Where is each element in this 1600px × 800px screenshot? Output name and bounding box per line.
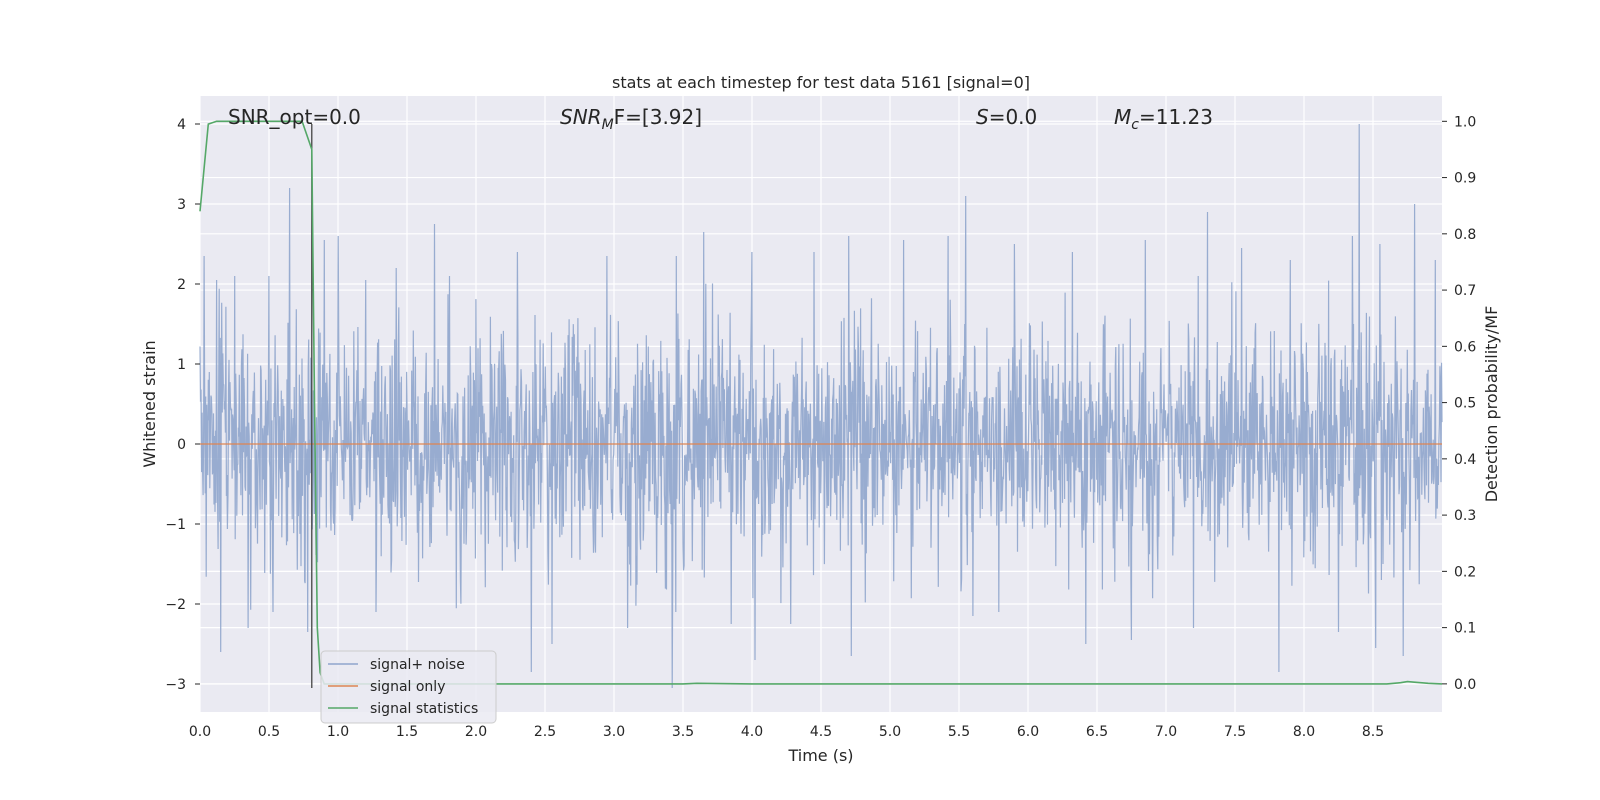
y-tick-label: −3 — [165, 677, 186, 693]
annotation-s-base: S — [976, 105, 989, 129]
x-tick-label: 4.0 — [741, 724, 763, 740]
x-tick-label: 5.0 — [879, 724, 901, 740]
x-tick-label: 0.5 — [258, 724, 280, 740]
legend-label-signal-only: signal only — [370, 679, 445, 695]
y-tick-label: −2 — [165, 597, 186, 613]
x-tick-label: 3.5 — [672, 724, 694, 740]
y-right-tick-label: 1.0 — [1454, 114, 1476, 130]
signal-noise-line — [199, 123, 1443, 689]
y-tick-label: 2 — [177, 277, 186, 293]
legend-label-signal-statistics: signal statistics — [370, 701, 478, 717]
y-right-tick-label: 0.3 — [1454, 508, 1476, 524]
x-tick-label: 1.5 — [396, 724, 418, 740]
y-right-tick-label: 0.7 — [1454, 283, 1476, 299]
x-axis-ticks: 0.0 0.5 1.0 1.5 2.0 2.5 3.0 3.5 4.0 4.5 5.0 5.5 6.0 6… — [189, 724, 1384, 740]
x-tick-label: 0.0 — [189, 724, 211, 740]
y-right-tick-label: 0.4 — [1454, 452, 1476, 468]
y-tick-label: 4 — [177, 117, 186, 133]
annotation-mc-sub: c — [1131, 117, 1139, 133]
x-axis-label: Time (s) — [787, 746, 853, 765]
x-tick-label: 2.0 — [465, 724, 487, 740]
annotation-snr-mf-value: F=[3.92] — [614, 105, 702, 129]
y-axis-right-ticks: 0.0 0.1 0.2 0.3 0.4 0.5 0.6 0.7 0.8 0.9 1.0 — [1442, 114, 1476, 693]
annotation-snr-opt-text: SNR_opt=0.0 — [228, 105, 361, 129]
x-tick-label: 5.5 — [948, 724, 970, 740]
legend-box — [320, 650, 497, 724]
annotation-s: S=0.0 — [976, 105, 1037, 129]
x-tick-label: 2.5 — [534, 724, 556, 740]
y-tick-label: 0 — [177, 437, 186, 453]
x-tick-label: 6.0 — [1017, 724, 1039, 740]
x-tick-label: 6.5 — [1086, 724, 1108, 740]
y-right-tick-label: 0.9 — [1454, 171, 1476, 187]
y-right-tick-label: 0.6 — [1454, 339, 1476, 355]
annotation-mc-base: M — [1114, 105, 1131, 129]
y-axis-label: Whitened strain — [140, 340, 159, 467]
annotation-snr-opt: SNR_opt=0.0 — [228, 105, 361, 129]
y-right-tick-label: 0.2 — [1454, 564, 1476, 580]
y-tick-label: −1 — [165, 517, 186, 533]
annotation-snr-mf-base: SNR — [560, 105, 602, 129]
y-right-tick-label: 0.5 — [1454, 396, 1476, 412]
x-tick-label: 8.5 — [1362, 724, 1384, 740]
y-tick-label: 1 — [177, 357, 186, 373]
y-right-tick-label: 0.8 — [1454, 227, 1476, 243]
y-right-tick-label: 0.1 — [1454, 621, 1476, 637]
x-tick-label: 4.5 — [810, 724, 832, 740]
chart-title: stats at each timestep for test data 516… — [612, 73, 1030, 92]
x-tick-label: 7.0 — [1155, 724, 1177, 740]
x-tick-label: 8.0 — [1293, 724, 1315, 740]
annotation-snr-mf: SNRMF=[3.92] — [560, 105, 702, 133]
annotation-mc-value: =11.23 — [1139, 105, 1213, 129]
x-tick-label: 1.0 — [327, 724, 349, 740]
x-tick-label: 7.5 — [1224, 724, 1246, 740]
y-tick-label: 3 — [177, 197, 186, 213]
legend-label-signal-noise: signal+ noise — [370, 657, 465, 673]
y-axis-ticks: −3 −2 −1 0 1 2 3 4 — [165, 117, 200, 693]
annotation-s-value: =0.0 — [989, 105, 1038, 129]
signal-noise-series — [199, 123, 1443, 689]
y-right-tick-label: 0.0 — [1454, 677, 1476, 693]
y-axis-right-label: Detection probability/MF — [1482, 306, 1501, 503]
x-tick-label: 3.0 — [603, 724, 625, 740]
legend: signal+ noise signal only signal statist… — [320, 650, 497, 724]
annotation-snr-mf-sub: M — [602, 117, 614, 133]
annotation-mc: Mc=11.23 — [1114, 105, 1213, 133]
